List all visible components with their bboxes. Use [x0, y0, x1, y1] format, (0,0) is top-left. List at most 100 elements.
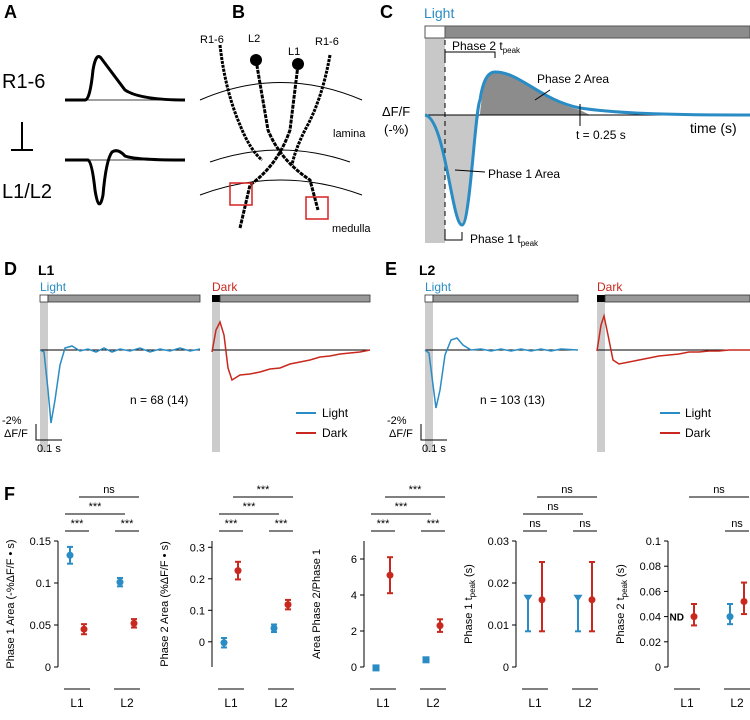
y-tick-label: 0	[655, 662, 661, 674]
stimulus-label: Light	[424, 5, 454, 21]
axis-label: ΔF/F	[382, 104, 410, 119]
dark-bar	[444, 25, 750, 39]
point	[270, 624, 278, 632]
significance-label: ***	[395, 501, 409, 513]
scale-label: 0.1 s	[422, 443, 446, 455]
y-tick-label: 0.04	[640, 612, 661, 624]
dark-bar	[432, 294, 579, 303]
panel-letter: F	[4, 484, 15, 504]
significance-label: ns	[579, 518, 591, 530]
y-tick-label: 0.08	[640, 561, 661, 573]
point	[436, 622, 444, 630]
significance-label: ns	[103, 484, 115, 496]
highlight-box	[305, 196, 329, 220]
y-tick-label: 0.3	[190, 542, 205, 554]
trace	[596, 313, 750, 365]
point	[740, 597, 748, 605]
x-tick-label: L1	[680, 696, 694, 710]
label: Phase 1 Area	[488, 167, 560, 181]
panel-c: C Light Phase 2 tpeak Phase 2 Area ΔF/F …	[380, 2, 750, 248]
trace	[424, 70, 750, 227]
y-axis-label-text: Phase 1 t	[463, 597, 475, 643]
y-axis-label-text: Phase 2 t	[615, 597, 627, 643]
y-axis-label-text: Phase 2 Area (%ΔF/F • s)	[159, 541, 171, 667]
legend-label: Dark	[685, 426, 711, 440]
y-tick-label: 0.1	[190, 605, 205, 617]
tpeak-bracket	[444, 232, 463, 241]
trace	[424, 337, 579, 409]
stimulus-label: Light	[425, 280, 452, 294]
label: Phase 1 tpeak	[470, 232, 539, 248]
panel-letter: C	[380, 2, 393, 22]
cell-label: L2	[419, 262, 436, 278]
y-tick-label: 0.02	[488, 578, 509, 590]
cell-label: R1-6	[315, 36, 339, 48]
dark-bar	[47, 294, 201, 303]
y-tick-label: 0	[503, 662, 509, 674]
significance-label: ns	[529, 518, 541, 530]
significance-label: ***	[225, 518, 239, 530]
label: t = 0.25 s	[576, 128, 626, 142]
stimulus-shade	[40, 302, 48, 452]
x-tick-label: L2	[120, 696, 134, 710]
y-tick-label: 0.15	[30, 536, 51, 548]
point	[372, 664, 380, 672]
y-axis-label: Phase 1 Area (-%ΔF/F • s)	[5, 539, 17, 668]
panel-e: E L2 Light Dark n = 103 (13) Light Dark …	[385, 259, 750, 455]
legend-label: Light	[322, 406, 349, 420]
axis-label: (-%)	[384, 122, 409, 137]
point	[422, 656, 430, 664]
label: L1/L2	[2, 181, 52, 203]
x-tick-label: L1	[376, 696, 390, 710]
panel-letter: E	[385, 259, 397, 279]
y-axis-label-unit: (s)	[463, 564, 475, 577]
y-tick-label: 0	[45, 662, 51, 674]
cell-label: L2	[248, 33, 260, 45]
point	[220, 639, 228, 647]
y-axis-label-text: Phase 1 Area (-%ΔF/F • s)	[5, 539, 17, 668]
x-tick-label: L1	[70, 696, 84, 710]
pointer	[534, 89, 551, 101]
panel-b: B R1-6 L2 L1 R1-6 lamina medulla	[199, 2, 371, 235]
point	[690, 613, 698, 621]
scale-label: ΔF/F	[389, 428, 413, 440]
x-tick-label: L2	[578, 696, 592, 710]
panel-d: D L1 Light Dark n = 68 (14) Light Dark -…	[2, 259, 371, 455]
panel-letter: B	[232, 2, 245, 22]
stimulus-label: Dark	[597, 280, 623, 294]
trace	[65, 55, 186, 102]
y-tick-label: 0.03	[488, 536, 509, 548]
n-label: n = 68 (14)	[130, 393, 188, 407]
y-tick-label: 0.2	[190, 574, 205, 586]
point	[130, 619, 138, 627]
y-tick-label: 2	[351, 626, 357, 638]
legend-label: Light	[685, 406, 712, 420]
trace	[39, 345, 201, 424]
y-tick-label: 0.1	[36, 578, 51, 590]
trace	[65, 149, 186, 206]
significance-label: ***	[71, 518, 85, 530]
point	[234, 567, 242, 575]
y-tick-label: 0.05	[30, 620, 51, 632]
x-tick-label: L2	[730, 696, 744, 710]
neuron	[218, 44, 263, 162]
x-tick-label: L1	[528, 696, 542, 710]
significance-label: ***	[427, 518, 441, 530]
panel-letter: A	[4, 2, 17, 22]
dark-bar	[219, 294, 371, 303]
scale-label: -2%	[2, 415, 22, 427]
significance-label: ***	[243, 501, 257, 513]
y-tick-label: 0.02	[640, 637, 661, 649]
point	[538, 596, 546, 604]
y-tick-label: 6	[351, 554, 357, 566]
y-tick-label: 0	[199, 637, 205, 649]
neuron	[254, 59, 320, 211]
y-axis-label: Phase 2 Area (%ΔF/F • s)	[159, 541, 171, 667]
y-tick-label: 0.01	[488, 620, 509, 632]
stimulus-shade	[425, 38, 445, 243]
scale-bar	[420, 424, 447, 441]
soma	[250, 54, 262, 66]
label: Phase 2 tpeak	[452, 39, 521, 55]
point	[386, 571, 394, 579]
y-tick-label: 0.1	[646, 536, 661, 548]
